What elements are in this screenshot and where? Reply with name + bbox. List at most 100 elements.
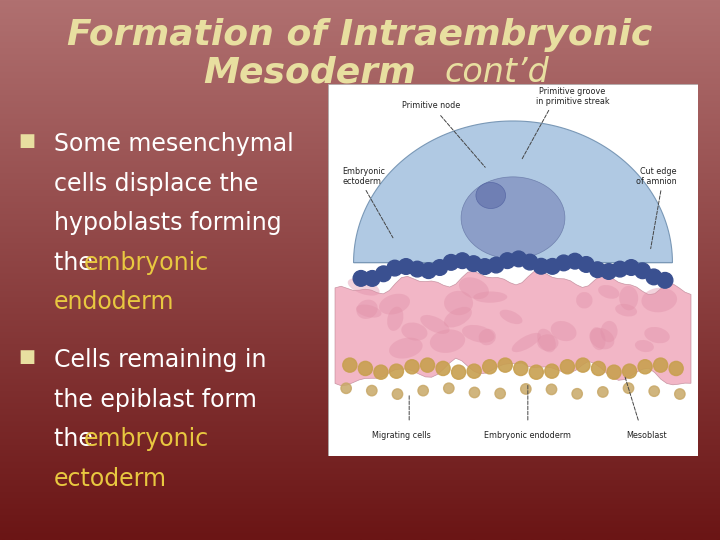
- Circle shape: [420, 263, 436, 279]
- Circle shape: [390, 364, 403, 378]
- Circle shape: [405, 360, 419, 374]
- Circle shape: [624, 260, 639, 275]
- Circle shape: [374, 365, 388, 379]
- Ellipse shape: [387, 307, 403, 331]
- Circle shape: [529, 365, 544, 379]
- Circle shape: [623, 364, 636, 378]
- Circle shape: [522, 254, 538, 270]
- Text: the: the: [54, 427, 100, 451]
- Text: Formation of Intraembryonic: Formation of Intraembryonic: [68, 18, 652, 52]
- Text: Embryonic
ectoderm: Embryonic ectoderm: [343, 167, 385, 186]
- Circle shape: [607, 365, 621, 379]
- Text: Migrating cells: Migrating cells: [372, 431, 431, 440]
- Circle shape: [366, 386, 377, 396]
- Circle shape: [482, 360, 497, 374]
- Circle shape: [654, 358, 667, 372]
- Text: ■: ■: [18, 348, 35, 366]
- Circle shape: [364, 271, 380, 286]
- Circle shape: [420, 358, 435, 372]
- Text: embryonic: embryonic: [84, 251, 210, 274]
- Circle shape: [387, 260, 402, 276]
- Ellipse shape: [444, 291, 473, 315]
- Circle shape: [488, 257, 504, 273]
- Ellipse shape: [356, 300, 378, 319]
- Ellipse shape: [479, 329, 496, 345]
- Ellipse shape: [430, 329, 465, 353]
- Ellipse shape: [590, 327, 606, 350]
- Circle shape: [436, 361, 450, 375]
- Circle shape: [469, 387, 480, 397]
- Circle shape: [560, 360, 575, 374]
- Ellipse shape: [379, 294, 410, 314]
- Text: embryonic: embryonic: [84, 427, 210, 451]
- Circle shape: [534, 259, 549, 274]
- Circle shape: [477, 259, 492, 274]
- Circle shape: [601, 264, 616, 279]
- Circle shape: [578, 256, 594, 272]
- Circle shape: [392, 389, 402, 399]
- Ellipse shape: [537, 334, 559, 351]
- Circle shape: [514, 361, 528, 375]
- Circle shape: [432, 260, 448, 275]
- Circle shape: [410, 261, 425, 277]
- Circle shape: [511, 251, 526, 267]
- Circle shape: [359, 361, 372, 375]
- Text: Cut edge
of amnion: Cut edge of amnion: [636, 167, 676, 186]
- Ellipse shape: [644, 327, 670, 343]
- Circle shape: [444, 383, 454, 394]
- Ellipse shape: [476, 183, 505, 208]
- Text: the epiblast form: the epiblast form: [54, 388, 257, 411]
- Ellipse shape: [389, 338, 423, 359]
- Circle shape: [572, 389, 582, 399]
- Circle shape: [467, 364, 481, 378]
- Circle shape: [398, 259, 414, 274]
- Ellipse shape: [473, 292, 508, 303]
- Text: ectoderm: ectoderm: [54, 467, 167, 490]
- Ellipse shape: [598, 285, 619, 299]
- Circle shape: [675, 389, 685, 399]
- Circle shape: [498, 358, 512, 372]
- Circle shape: [418, 386, 428, 396]
- Circle shape: [444, 254, 459, 270]
- Ellipse shape: [459, 278, 489, 299]
- Circle shape: [646, 269, 662, 285]
- Ellipse shape: [615, 304, 637, 316]
- Circle shape: [635, 263, 650, 279]
- Ellipse shape: [462, 325, 495, 343]
- Circle shape: [341, 383, 351, 394]
- Text: Primitive groove
in primitive streak: Primitive groove in primitive streak: [536, 87, 609, 106]
- Circle shape: [500, 253, 515, 268]
- Circle shape: [638, 360, 652, 374]
- Ellipse shape: [576, 292, 593, 308]
- Ellipse shape: [401, 322, 428, 341]
- Text: hypoblasts forming: hypoblasts forming: [54, 211, 282, 235]
- Ellipse shape: [356, 305, 382, 318]
- Circle shape: [546, 384, 557, 395]
- Ellipse shape: [635, 340, 654, 352]
- Circle shape: [495, 388, 505, 399]
- Text: cont’d: cont’d: [445, 56, 549, 90]
- Ellipse shape: [551, 321, 577, 341]
- Text: Primitive node: Primitive node: [402, 101, 461, 110]
- Circle shape: [545, 364, 559, 378]
- Ellipse shape: [600, 321, 618, 342]
- Circle shape: [669, 361, 683, 375]
- Circle shape: [567, 253, 582, 269]
- Text: Mesoblast: Mesoblast: [626, 431, 667, 440]
- FancyBboxPatch shape: [328, 84, 698, 456]
- Circle shape: [354, 271, 369, 286]
- Ellipse shape: [642, 288, 677, 312]
- Ellipse shape: [461, 177, 565, 259]
- Circle shape: [521, 384, 531, 394]
- Circle shape: [624, 383, 634, 393]
- Ellipse shape: [512, 333, 541, 352]
- Circle shape: [544, 259, 560, 274]
- Circle shape: [556, 255, 572, 271]
- Circle shape: [590, 262, 606, 278]
- Circle shape: [454, 253, 470, 268]
- Circle shape: [591, 361, 606, 375]
- Ellipse shape: [537, 329, 556, 353]
- Ellipse shape: [420, 315, 449, 334]
- Ellipse shape: [348, 278, 379, 295]
- Text: Cells remaining in: Cells remaining in: [54, 348, 266, 372]
